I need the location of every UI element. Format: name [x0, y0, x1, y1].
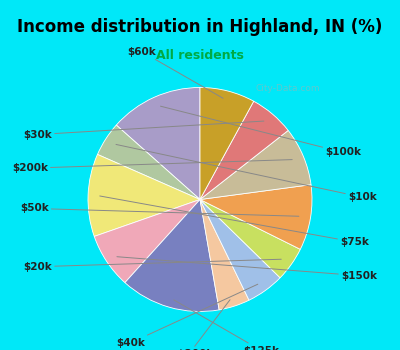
- Text: $20k: $20k: [23, 259, 281, 272]
- Wedge shape: [98, 125, 200, 199]
- Wedge shape: [88, 154, 200, 237]
- Text: $60k: $60k: [127, 47, 223, 98]
- Wedge shape: [94, 199, 200, 282]
- Text: All residents: All residents: [156, 49, 244, 62]
- Wedge shape: [200, 88, 254, 200]
- Wedge shape: [200, 185, 312, 249]
- Text: $100k: $100k: [160, 106, 361, 158]
- Text: $150k: $150k: [117, 257, 377, 281]
- Text: > $200k: > $200k: [165, 300, 230, 350]
- Text: City-Data.com: City-Data.com: [256, 84, 320, 93]
- Wedge shape: [200, 131, 311, 200]
- Wedge shape: [200, 199, 280, 300]
- Text: $200k: $200k: [12, 160, 292, 173]
- Text: $50k: $50k: [20, 203, 299, 216]
- Text: $10k: $10k: [116, 145, 377, 202]
- Wedge shape: [125, 199, 219, 312]
- Text: $75k: $75k: [100, 196, 369, 247]
- Wedge shape: [200, 199, 249, 310]
- Text: Income distribution in Highland, IN (%): Income distribution in Highland, IN (%): [17, 18, 383, 36]
- Wedge shape: [116, 88, 200, 200]
- Text: $30k: $30k: [23, 121, 264, 140]
- Text: $40k: $40k: [116, 284, 258, 348]
- Text: $125k: $125k: [174, 300, 280, 350]
- Wedge shape: [200, 101, 288, 200]
- Wedge shape: [200, 199, 300, 278]
